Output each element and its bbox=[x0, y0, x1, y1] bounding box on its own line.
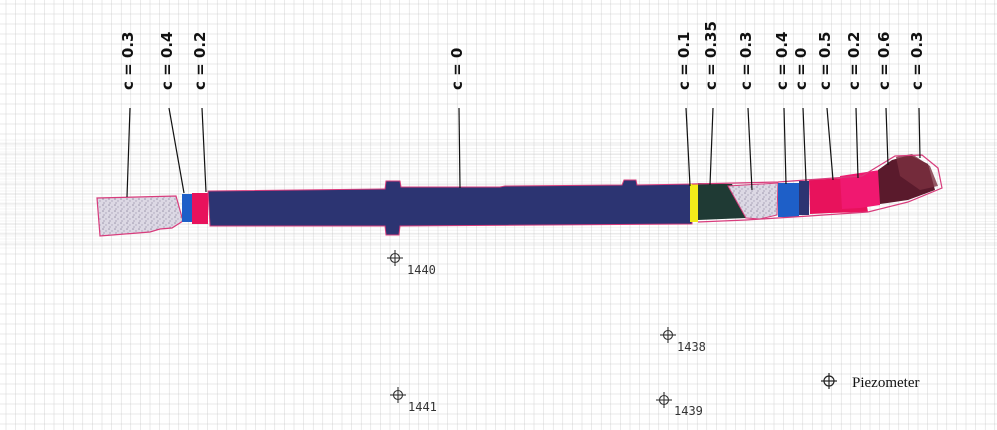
zone-leader-line bbox=[855, 107, 859, 179]
legend-label: Piezometer bbox=[852, 375, 919, 391]
zone-c-label: c = 0.2 bbox=[845, 32, 863, 90]
zone-c-label: c = 0.3 bbox=[737, 32, 755, 90]
zone-main-dark bbox=[207, 179, 693, 236]
zone-c-label: c = 0.3 bbox=[908, 32, 926, 90]
piezometer-id-label: 1441 bbox=[408, 400, 437, 414]
zone-right-blue bbox=[778, 183, 799, 217]
zone-maroon-light bbox=[896, 154, 938, 190]
zone-right-speckled bbox=[727, 182, 779, 220]
zone-leader-line bbox=[885, 107, 889, 166]
zone-c-label: c = 0 bbox=[792, 48, 810, 90]
zone-leader-line bbox=[783, 107, 787, 185]
zone-c-label: c = 0.4 bbox=[158, 32, 176, 90]
zone-leader-line bbox=[747, 107, 753, 191]
zone-leader-line bbox=[168, 107, 185, 194]
zone-c-label: c = 0 bbox=[448, 48, 466, 90]
zone-c-label: c = 0.1 bbox=[675, 32, 693, 90]
zone-c-label: c = 0.5 bbox=[816, 32, 834, 90]
zone-c-label: c = 0.2 bbox=[191, 32, 209, 90]
zone-left-magenta bbox=[192, 193, 208, 224]
domain-outline-right bbox=[691, 154, 943, 223]
zone-yellow bbox=[690, 184, 698, 222]
zone-leader-line bbox=[458, 107, 461, 189]
zone-right-navy bbox=[799, 181, 809, 215]
zone-left-blue bbox=[182, 194, 192, 222]
zone-c-label: c = 0.35 bbox=[702, 21, 720, 90]
zone-c-label: c = 0.6 bbox=[875, 32, 893, 90]
piezometer-icon bbox=[821, 373, 837, 389]
piezometers: 1440 1441 1438 1439 bbox=[387, 250, 706, 418]
piezometer-marker-icon bbox=[387, 250, 403, 266]
zone-pink bbox=[840, 170, 880, 209]
piezometer-id-label: 1438 bbox=[677, 340, 706, 354]
zone-leader-line bbox=[709, 107, 714, 186]
piezometer-marker-icon bbox=[390, 387, 406, 403]
zone-leader-line bbox=[685, 107, 691, 187]
zone-leader-line bbox=[826, 107, 834, 181]
piezometer-id-label: 1439 bbox=[674, 404, 703, 418]
zone-leader-line bbox=[802, 107, 807, 182]
zone-left-speckled bbox=[96, 195, 184, 237]
model-domain bbox=[96, 154, 943, 237]
zone-labels: c = 0.3 c = 0.4 c = 0.2 c = 0 c = 0.1 c = 0.3… bbox=[119, 21, 926, 198]
zone-leader-line bbox=[201, 107, 207, 193]
zone-leader-line bbox=[126, 107, 131, 198]
legend: Piezometer bbox=[821, 373, 919, 391]
piezometer-marker-icon bbox=[660, 327, 676, 343]
zone-c-label: c = 0.3 bbox=[119, 32, 137, 90]
zone-c-label: c = 0.4 bbox=[773, 32, 791, 90]
piezometer-id-label: 1440 bbox=[407, 263, 436, 277]
piezometer-marker-icon bbox=[656, 392, 672, 408]
zone-leader-line bbox=[918, 107, 921, 159]
